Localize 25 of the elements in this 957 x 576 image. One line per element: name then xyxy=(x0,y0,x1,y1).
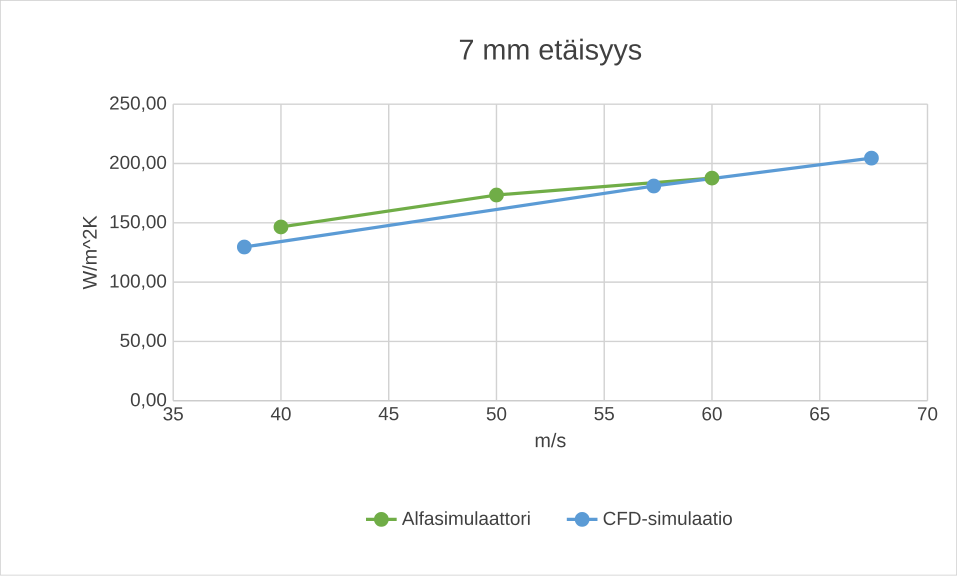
y-axis-title: W/m^2K xyxy=(82,216,97,290)
x-tick-label: 65 xyxy=(810,407,830,421)
legend-label: Alfasimulaattori xyxy=(402,511,530,526)
point xyxy=(864,151,879,166)
point xyxy=(274,220,288,235)
y-tick-label: 150,00 xyxy=(110,215,166,231)
x-tick-label: 55 xyxy=(594,407,614,421)
point xyxy=(236,240,252,255)
legend-label: CFD-simulaatio xyxy=(604,511,732,526)
y-tick-label: 200,00 xyxy=(110,156,166,172)
y-tick-label: 100,00 xyxy=(110,274,166,290)
x-tick-label: 60 xyxy=(702,407,722,421)
x-tick-label: 50 xyxy=(486,407,506,421)
x-tick-label: 70 xyxy=(918,407,938,421)
chart-title: 7 mm etäisyys xyxy=(460,38,642,66)
x-axis-title: m/s xyxy=(536,433,566,448)
point xyxy=(704,170,720,186)
y-tick-label: 250,00 xyxy=(110,96,166,112)
x-tick-label: 35 xyxy=(163,407,183,421)
point xyxy=(489,188,504,203)
x-tick-label: 45 xyxy=(378,407,398,421)
y-tick-label: 50,00 xyxy=(120,334,166,350)
point xyxy=(646,178,662,194)
x-tick-label: 40 xyxy=(270,407,291,421)
y-tick-label: 0,00 xyxy=(130,393,166,409)
